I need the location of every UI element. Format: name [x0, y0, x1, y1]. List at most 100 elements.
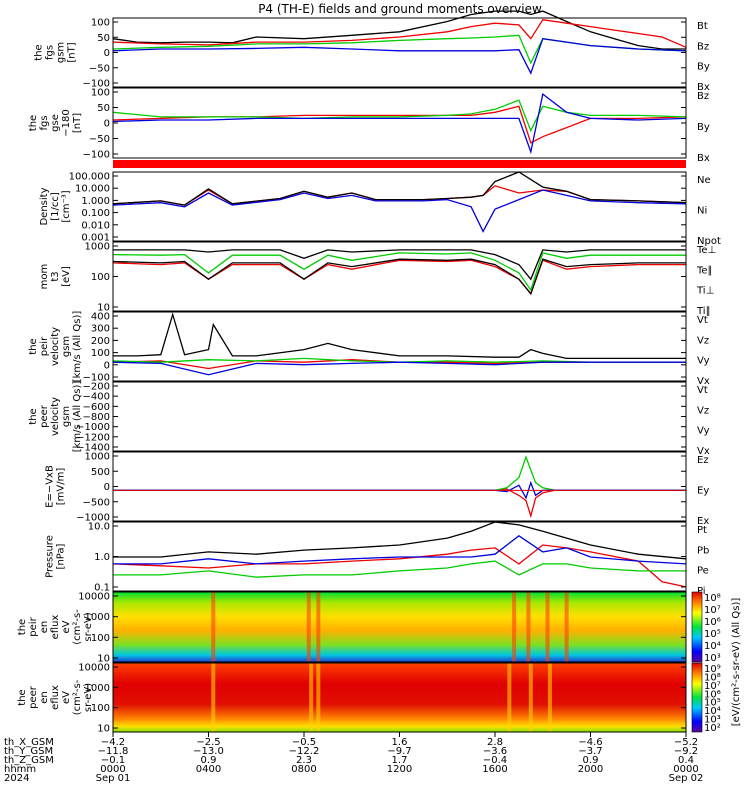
legend-Vt: Vt: [697, 315, 708, 326]
y-axis-label: the: [17, 619, 28, 635]
y-tick-label: 500: [91, 467, 110, 478]
legend-By: By: [697, 62, 710, 73]
y-tick-label: 50: [97, 103, 110, 114]
y-axis-label: gsm: [61, 336, 72, 357]
y-tick-label: −400: [83, 392, 110, 403]
colorbar-tick-label: 10⁷: [704, 681, 721, 692]
colorbar-tick-label: 10⁵: [704, 698, 721, 709]
series-line-Ti∥: [112, 252, 686, 292]
x-row-value: 2.3: [296, 755, 312, 766]
legend-Npot: Npot: [697, 236, 721, 247]
panel-density: [112, 171, 687, 242]
spectrogram-streak: [316, 663, 321, 732]
y-tick-label: 0.010: [81, 220, 110, 231]
x-row-value: 1600: [482, 764, 507, 775]
x-row-value: 0000: [100, 764, 125, 775]
y-axis-label: velocity: [50, 327, 61, 366]
y-axis-label: [1/cc]: [50, 192, 61, 221]
x-row-label: hhmm: [4, 764, 36, 775]
y-tick-label: 10.000: [75, 184, 110, 195]
legend-Vy: Vy: [697, 426, 710, 437]
colorbar-tick-label: 10⁴: [704, 706, 721, 717]
panel-frame: [112, 311, 687, 382]
y-axis-label: (cm²-s-: [72, 679, 83, 715]
colorbar-tick-label: 10⁸: [704, 593, 721, 604]
colorbar-tick-label: 10⁴: [704, 641, 721, 652]
x-row-value: Sep 02: [669, 773, 704, 784]
y-tick-label: 50: [97, 33, 110, 44]
y-tick-label: −100: [83, 79, 110, 90]
spectrogram-streak: [211, 663, 216, 732]
legend-Bt: Bt: [697, 21, 708, 32]
legend-By: By: [697, 122, 710, 133]
y-tick-label: 1000: [85, 612, 110, 623]
series-line-Bx: [112, 37, 687, 75]
legend-Ni: Ni: [697, 206, 707, 217]
colorbar-tick-label: 10⁶: [704, 689, 721, 700]
series-line-Ez: [113, 488, 686, 519]
y-axis-label: Density: [39, 187, 50, 225]
x-row-value: −0.1: [101, 755, 125, 766]
series-line-Pb: [112, 544, 687, 588]
y-axis-label: gsm: [61, 406, 72, 427]
legend-Ti⊥: Ti⊥: [696, 286, 714, 297]
legend-Bz: Bz: [697, 91, 709, 102]
legend-Ez: Ez: [697, 455, 709, 466]
y-axis-label: fgs: [39, 115, 50, 130]
x-row-value: 1200: [387, 764, 412, 775]
y-axis-label: [eV]: [61, 266, 72, 287]
x-row-value: 0400: [196, 764, 221, 775]
spectrogram-streak: [306, 592, 311, 662]
x-row-value: 0.9: [583, 755, 599, 766]
spectrogram-streak: [526, 592, 531, 662]
x-row-value: −12.2: [289, 746, 320, 757]
y-tick-label: 1000: [85, 683, 110, 694]
x-row-value: −13.0: [193, 746, 224, 757]
plot-title: P4 (TH-E) fields and ground moments over…: [258, 2, 542, 16]
series-line-Ti⊥: [113, 249, 686, 281]
x-row-value: 0800: [291, 764, 316, 775]
y-tick-label: 400: [91, 312, 110, 323]
y-axis-label: peir: [28, 616, 39, 636]
series-line-Pi: [113, 534, 687, 565]
legend-Vy: Vy: [697, 356, 710, 367]
y-tick-label: −600: [83, 402, 110, 413]
x-row-value: −4.2: [101, 737, 125, 748]
y-axis-label: the: [17, 689, 28, 705]
spectrogram-peer_spectrum: [113, 663, 686, 732]
y-tick-label: 100: [91, 348, 110, 359]
series-line-Pt: [113, 521, 687, 560]
spectrogram-peir_spectrum: [113, 592, 686, 662]
x-row-value: −2.5: [196, 737, 220, 748]
series-line-Bx: [112, 92, 687, 155]
x-row-value: 0.9: [201, 755, 217, 766]
legend-Ex: Ex: [697, 516, 709, 527]
y-tick-label: 10000: [78, 663, 110, 674]
x-row-value: −9.7: [387, 746, 411, 757]
y-axis-label: the: [28, 338, 39, 354]
y-tick-label: 200: [91, 336, 110, 347]
spectrogram-streak: [528, 663, 533, 732]
panel-e_field: [112, 451, 687, 522]
legend-Pt: Pt: [697, 525, 707, 536]
y-tick-label: 300: [91, 324, 110, 335]
y-axis-label: the: [28, 408, 39, 424]
colorbar-tick-label: 10⁸: [704, 672, 721, 683]
x-row-value: −3.7: [578, 746, 602, 757]
series-line-Bz: [112, 18, 687, 48]
series-line-Bz: [112, 105, 687, 144]
y-axis-label: [km/s (All Qs)]: [72, 311, 83, 383]
y-axis-label: mom: [39, 264, 50, 290]
series-line-Ni: [112, 171, 687, 206]
y-axis-label: (cm²-s-: [72, 609, 83, 645]
series-line-Te∥: [112, 258, 686, 296]
x-row-label: th_Y_GSM: [4, 746, 53, 757]
y-tick-label: 10: [97, 654, 110, 665]
x-row-value: 1.6: [392, 737, 408, 748]
colorbar-tick-label: 10²: [704, 723, 721, 734]
legend-Ey: Ey: [697, 486, 709, 497]
x-row-value: Sep 01: [96, 773, 131, 784]
y-axis-label: eflux: [50, 615, 61, 640]
y-axis-label: gsm: [56, 42, 67, 63]
